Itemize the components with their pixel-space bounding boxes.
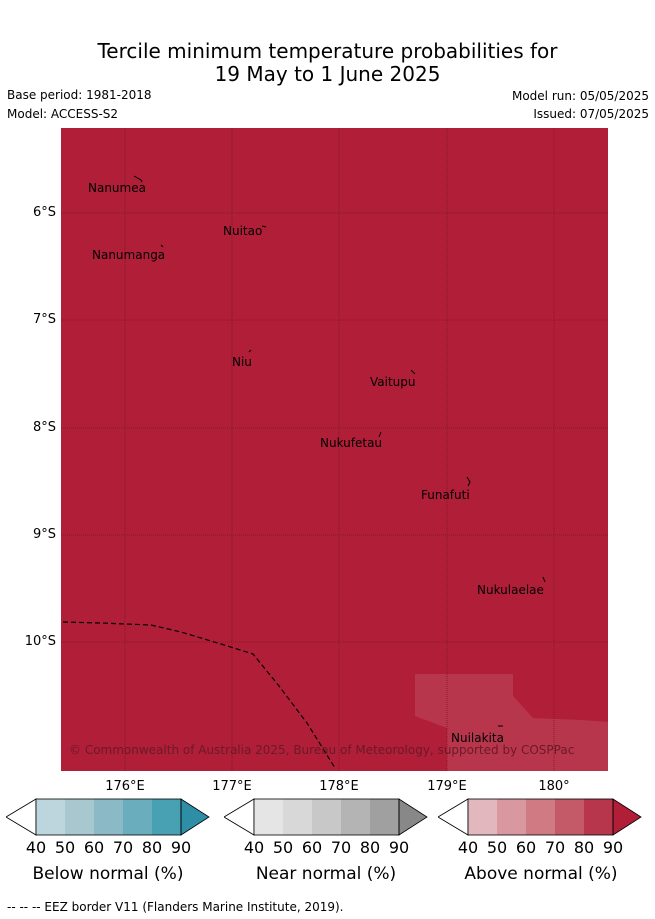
map-canvas — [61, 128, 608, 771]
lat-label-9s: 9°S — [32, 527, 56, 542]
colorbar-tick-label: 40 — [243, 838, 265, 857]
colorbar-tick-label: 50 — [272, 838, 294, 857]
colorbar-tick-label: 40 — [25, 838, 47, 857]
island-outlines — [133, 175, 546, 727]
island-label-nuitao: Nuitao — [223, 224, 263, 238]
lat-label-6s: 6°S — [32, 205, 56, 220]
issued-date: Issued: 07/05/2025 — [533, 107, 649, 121]
colorbar-outline — [253, 798, 400, 836]
colorbar-segment — [497, 799, 526, 835]
eez-border-line — [62, 621, 336, 769]
colorbar-title-above: Above normal (%) — [464, 864, 618, 884]
colorbar-title-near: Near normal (%) — [255, 864, 397, 884]
colorbar-extend-low — [224, 798, 255, 836]
colorbar-segment — [584, 799, 613, 835]
model-name: Model: ACCESS-S2 — [7, 107, 119, 121]
colorbar-segment — [341, 799, 370, 835]
colorbar-tick-label: 80 — [573, 838, 595, 857]
colorbar-segment — [123, 799, 152, 835]
colorbar-segment — [65, 799, 94, 835]
colorbar-segment — [36, 799, 65, 835]
colorbar-tick-label: 70 — [544, 838, 566, 857]
colorbar-extend-high — [398, 798, 428, 836]
colorbar-segment — [94, 799, 123, 835]
map-title: Tercile minimum temperature probabilitie… — [0, 40, 655, 86]
lon-label-177e: 177°E — [212, 779, 252, 794]
colorbar-tick-label: 60 — [301, 838, 323, 857]
colorbar-segment — [254, 799, 283, 835]
colorbar-above-normal — [438, 798, 642, 836]
map-panel: Nanumea Nuitao Nanumanga Niu Vaitupu Nuk… — [61, 128, 608, 771]
colorbar-title-below: Below normal (%) — [32, 864, 184, 884]
lon-label-179e: 179°E — [427, 779, 467, 794]
title-line-1: Tercile minimum temperature probabilitie… — [97, 39, 558, 63]
colorbar-tick-label: 70 — [112, 838, 134, 857]
lat-label-7s: 7°S — [32, 312, 56, 327]
colorbar-near-normal — [224, 798, 428, 836]
island-label-nanumanga: Nanumanga — [92, 248, 166, 262]
colorbar-outline — [467, 798, 614, 836]
island-label-vaitupu: Vaitupu — [370, 375, 416, 389]
colorbar-tick-label: 50 — [54, 838, 76, 857]
colorbar-tick-label: 80 — [141, 838, 163, 857]
lat-label-10s: 10°S — [24, 634, 56, 649]
colorbar-tick-label: 70 — [330, 838, 352, 857]
island-label-nanumea: Nanumea — [88, 181, 146, 195]
colorbar-tick-label: 90 — [602, 838, 624, 857]
colorbar-below-normal — [6, 798, 210, 836]
eez-footer-note: -- -- -- EEZ border V11 (Flanders Marine… — [7, 900, 344, 914]
island-label-nuilakita: Nuilakita — [451, 731, 504, 745]
copyright-notice: © Commonwealth of Australia 2025, Bureau… — [69, 743, 575, 757]
colorbar-tick-label: 60 — [515, 838, 537, 857]
colorbar-tick-label: 90 — [388, 838, 410, 857]
colorbar-segment — [468, 799, 497, 835]
colorbar-segment — [526, 799, 555, 835]
lower-probability-region — [415, 674, 608, 771]
model-run: Model run: 05/05/2025 — [511, 89, 649, 103]
colorbar-extend-high — [180, 798, 210, 836]
island-label-nukulaelae: Nukulaelae — [477, 583, 544, 597]
lat-label-8s: 8°S — [32, 420, 56, 435]
colorbar-tick-label: 50 — [486, 838, 508, 857]
colorbar-segment — [283, 799, 312, 835]
lon-label-176e: 176°E — [105, 779, 145, 794]
colorbar-tick-label: 40 — [457, 838, 479, 857]
colorbar-extend-low — [6, 798, 37, 836]
colorbar-segment — [312, 799, 341, 835]
colorbar-extend-high — [612, 798, 642, 836]
lon-label-180: 180° — [538, 779, 570, 794]
colorbar-tick-label: 80 — [359, 838, 381, 857]
island-label-nukufetau: Nukufetau — [320, 436, 383, 450]
colorbar-tick-label: 90 — [170, 838, 192, 857]
colorbar-segment — [370, 799, 399, 835]
island-label-niu: Niu — [232, 355, 252, 369]
lon-label-178e: 178°E — [319, 779, 359, 794]
title-line-2: 19 May to 1 June 2025 — [214, 62, 441, 86]
base-period: Base period: 1981-2018 — [7, 88, 152, 102]
colorbar-outline — [35, 798, 182, 836]
colorbar-segment — [555, 799, 584, 835]
colorbar-extend-low — [438, 798, 469, 836]
island-label-funafuti: Funafuti — [421, 488, 470, 502]
colorbar-tick-label: 60 — [83, 838, 105, 857]
colorbar-segment — [152, 799, 181, 835]
